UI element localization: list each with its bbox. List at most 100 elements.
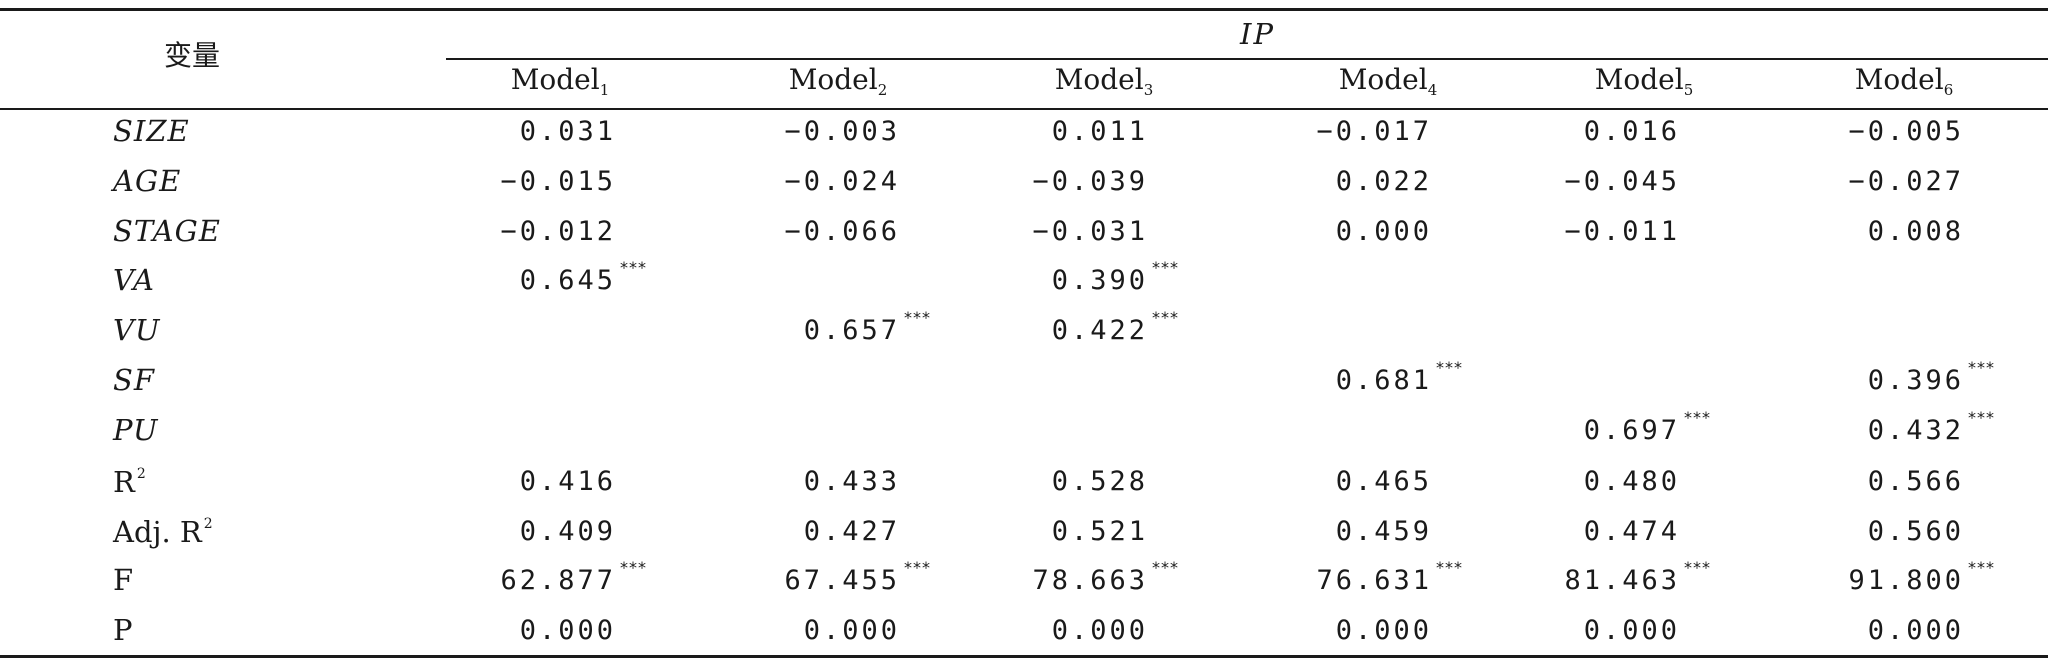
row-label-text: F (113, 563, 134, 597)
model-header-subscript: 1 (599, 81, 610, 99)
significance-stars: *** (1684, 558, 1711, 577)
model-header-name: Model (788, 63, 878, 96)
row-label-text: P (113, 613, 133, 647)
table-cell: −0.066 (784, 216, 900, 247)
row-label: STAGE (113, 217, 221, 246)
table-cell: 0.000 (803, 615, 900, 646)
row-label-text: Adj. R (113, 515, 202, 549)
significance-stars: *** (904, 308, 931, 327)
table-cell: 67.455 (784, 565, 900, 596)
table-cell: 0.480 (1583, 466, 1680, 497)
model-header-subscript: 5 (1683, 81, 1694, 99)
significance-stars: *** (1152, 558, 1179, 577)
row-label-text: VU (113, 313, 161, 347)
row-label: PU (113, 416, 158, 445)
row-label-text: R (113, 465, 135, 499)
significance-stars: *** (1436, 558, 1463, 577)
row-label: F (113, 566, 133, 595)
table-cell: −0.015 (500, 166, 616, 197)
table-cell: 0.416 (519, 466, 616, 497)
table-cell: 0.016 (1583, 116, 1680, 147)
significance-stars: *** (1152, 308, 1179, 327)
model-header: Model1 (430, 66, 690, 98)
row-label: SIZE (113, 117, 190, 146)
row-label: SF (113, 366, 155, 395)
model-header: Model2 (708, 66, 968, 98)
table-cell: 62.877 (500, 565, 616, 596)
header-span-rule (446, 58, 2048, 60)
table-cell: 0.000 (1583, 615, 1680, 646)
variable-column-header: 变量 (164, 39, 221, 72)
table-cell: −0.012 (500, 216, 616, 247)
model-header-subscript: 4 (1427, 81, 1438, 99)
row-label: AGE (113, 167, 181, 196)
model-header: Model4 (1258, 66, 1518, 98)
row-label-text: SF (113, 363, 155, 397)
model-header-name: Model (1054, 63, 1144, 96)
model-header-name: Model (510, 63, 600, 96)
table-cell: 0.474 (1583, 516, 1680, 547)
table-cell: 0.031 (519, 116, 616, 147)
significance-stars: *** (1968, 358, 1995, 377)
table-cell: 0.011 (1051, 116, 1148, 147)
row-label-text: AGE (113, 164, 182, 198)
dependent-variable-header: IP (1240, 17, 1275, 51)
significance-stars: *** (904, 558, 931, 577)
row-label-superscript: 2 (203, 516, 213, 532)
significance-stars: *** (620, 258, 647, 277)
table-cell: 0.390 (1051, 265, 1148, 296)
table-cell: 0.560 (1867, 516, 1964, 547)
table-cell: −0.039 (1032, 166, 1148, 197)
model-header: Model5 (1514, 66, 1774, 98)
model-header: Model3 (974, 66, 1234, 98)
table-cell: 0.521 (1051, 516, 1148, 547)
row-label-text: STAGE (113, 214, 221, 248)
table-cell: 0.427 (803, 516, 900, 547)
model-header-name: Model (1854, 63, 1944, 96)
table-cell: 0.697 (1583, 415, 1680, 446)
table-cell: 0.000 (1335, 216, 1432, 247)
table-cell: −0.005 (1848, 116, 1964, 147)
table-top-rule (0, 8, 2048, 11)
header-bottom-rule (0, 108, 2048, 110)
model-header: Model6 (1774, 66, 2034, 98)
table-cell: 0.422 (1051, 315, 1148, 346)
table-cell: 0.000 (1051, 615, 1148, 646)
table-cell: 0.000 (1867, 615, 1964, 646)
row-label-text: SIZE (113, 114, 190, 148)
table-cell: −0.031 (1032, 216, 1148, 247)
table-cell: −0.017 (1316, 116, 1432, 147)
row-label-text: PU (113, 413, 159, 447)
table-cell: 0.008 (1867, 216, 1964, 247)
table-cell: 0.465 (1335, 466, 1432, 497)
model-header-subscript: 2 (877, 81, 888, 99)
table-cell: 0.000 (519, 615, 616, 646)
significance-stars: *** (620, 558, 647, 577)
table-cell: 91.800 (1848, 565, 1964, 596)
model-header-name: Model (1338, 63, 1428, 96)
row-label: VU (113, 316, 160, 345)
row-label-superscript: 2 (136, 466, 146, 482)
table-cell: 76.631 (1316, 565, 1432, 596)
row-label: VA (113, 266, 155, 295)
model-header-name: Model (1594, 63, 1684, 96)
significance-stars: *** (1436, 358, 1463, 377)
table-cell: 0.000 (1335, 615, 1432, 646)
table-cell: 78.663 (1032, 565, 1148, 596)
table-cell: 0.681 (1335, 365, 1432, 396)
table-bottom-rule (0, 655, 2048, 658)
table-cell: −0.024 (784, 166, 900, 197)
model-header-subscript: 6 (1943, 81, 1954, 99)
table-cell: 0.409 (519, 516, 616, 547)
table-cell: −0.045 (1564, 166, 1680, 197)
row-label-text: VA (113, 263, 155, 297)
significance-stars: *** (1152, 258, 1179, 277)
table-cell: −0.027 (1848, 166, 1964, 197)
table-cell: −0.011 (1564, 216, 1680, 247)
table-cell: 0.566 (1867, 466, 1964, 497)
table-cell: −0.003 (784, 116, 900, 147)
table-cell: 0.432 (1867, 415, 1964, 446)
significance-stars: *** (1968, 558, 1995, 577)
